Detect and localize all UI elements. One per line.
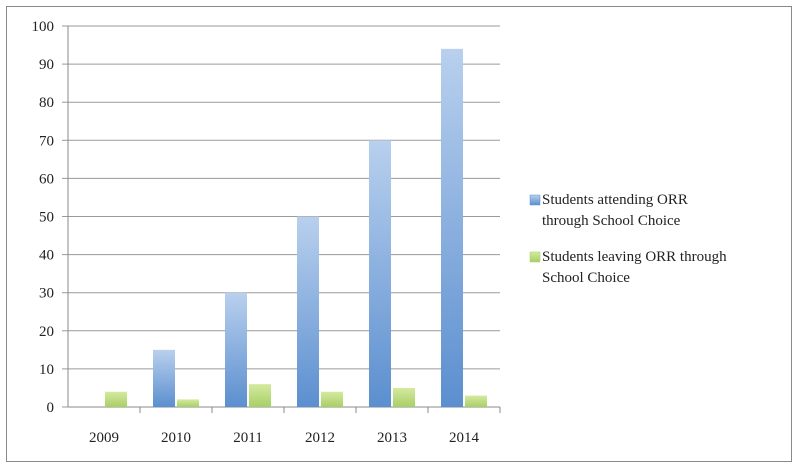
x-tick-label: 2013 [377,430,407,446]
y-tick-label: 20 [39,324,54,340]
bar-leaving-2009 [105,391,127,407]
legend-label-leaving: School Choice [542,270,630,286]
y-tick-label: 0 [47,400,55,416]
legend-label-attending: Students attending ORR [542,192,688,208]
bar-leaving-2013 [393,387,415,407]
legend-label-leaving: Students leaving ORR through [542,249,727,265]
chart-frame [6,6,792,462]
y-tick-label: 10 [39,362,54,378]
bar-leaving-2014 [465,395,487,407]
bar-leaving-2012 [321,391,343,407]
y-tick-label: 60 [39,171,54,187]
x-tick-label: 2012 [305,430,335,446]
y-tick-label: 80 [39,95,54,111]
bar-leaving-2011 [249,384,271,407]
axes [62,25,501,413]
bars [105,48,487,408]
y-tick-label: 100 [32,19,55,35]
x-tick-label: 2011 [233,430,262,446]
legend-swatch-attending [529,194,541,206]
y-tick-label: 90 [39,57,54,73]
tick-labels: 0 10 20 30 40 50 60 70 80 90 100 2009 2010 2011 2012 20… [32,19,480,446]
y-tick-label: 70 [39,133,54,149]
bar-attending-2012 [297,216,319,407]
legend-swatch-leaving [529,251,541,263]
bar-attending-2013 [369,140,391,408]
grid-lines [68,25,500,408]
y-tick-label: 40 [39,248,54,264]
bar-attending-2010 [153,349,175,407]
legend-label-attending: through School Choice [542,213,681,229]
y-tick-label: 30 [39,286,54,302]
x-tick-label: 2010 [161,430,191,446]
bar-attending-2014 [441,48,463,408]
legend: Students attending ORR through School Cho… [529,192,727,286]
x-tick-label: 2014 [449,430,480,446]
bar-leaving-2010 [177,399,199,407]
y-tick-label: 50 [39,210,54,226]
x-tick-label: 2009 [89,430,119,446]
bar-attending-2011 [225,292,247,407]
